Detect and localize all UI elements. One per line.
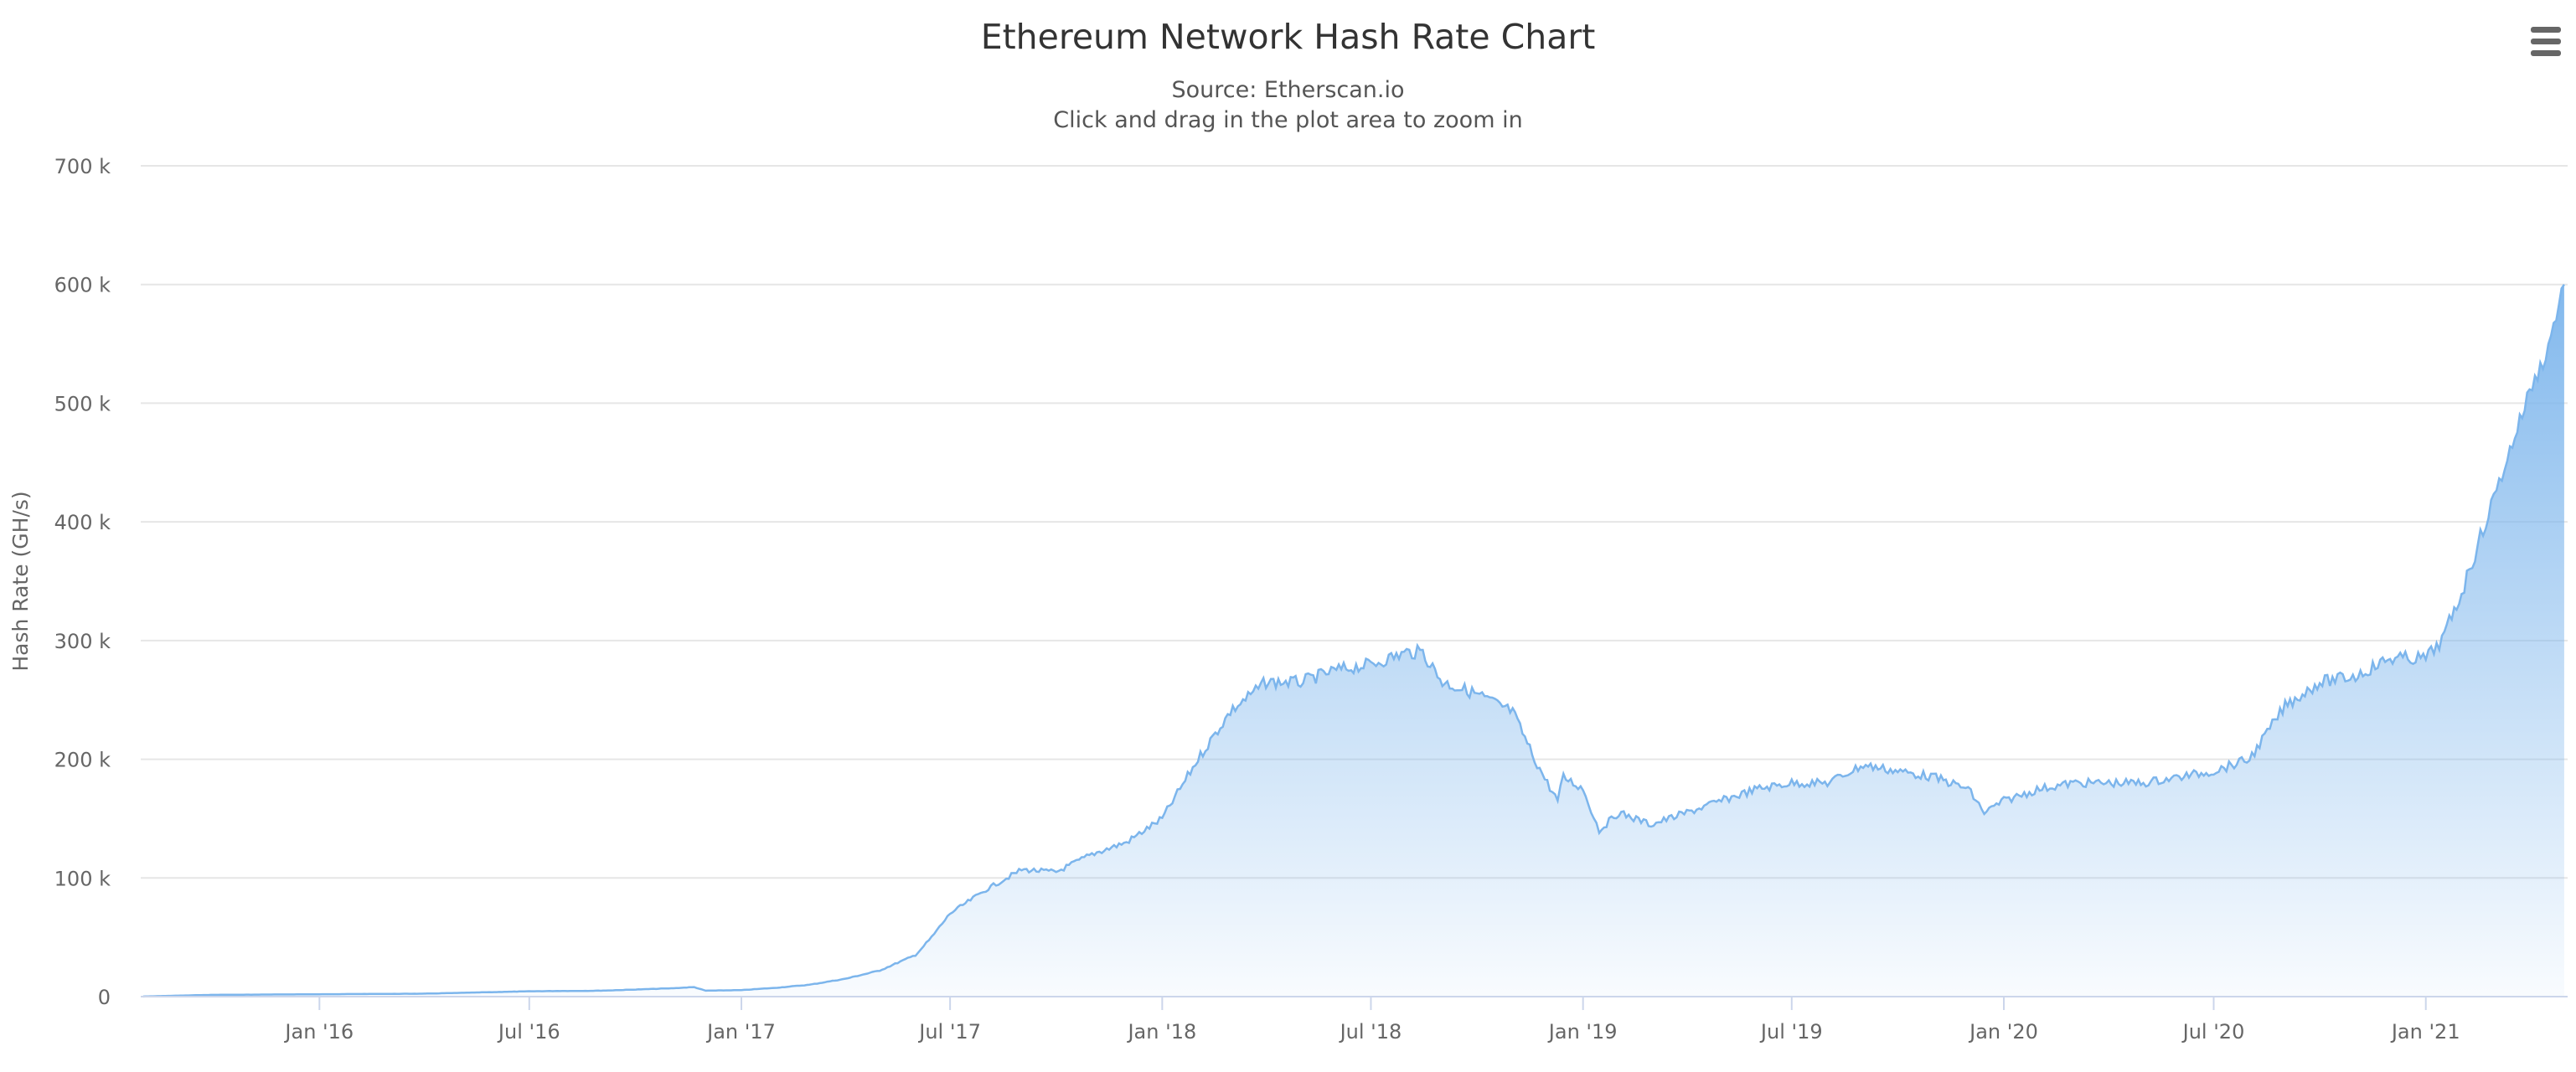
y-axis-label-group: Hash Rate (GH/s) bbox=[8, 491, 33, 671]
chart-subtitle-source: Source: Etherscan.io bbox=[1171, 77, 1405, 103]
x-tick-label: Jul '18 bbox=[1339, 1020, 1402, 1044]
x-tick-label: Jan '18 bbox=[1126, 1020, 1196, 1044]
series-area-fill bbox=[142, 284, 2564, 997]
y-tick-label: 700 k bbox=[54, 155, 111, 178]
grid-lines bbox=[141, 165, 2568, 879]
x-tick-label: Jan '19 bbox=[1547, 1020, 1618, 1044]
hamburger-menu-icon bbox=[2531, 27, 2561, 33]
context-menu-button[interactable] bbox=[2527, 25, 2564, 59]
y-tick-label: 400 k bbox=[54, 511, 111, 534]
y-axis-title: Hash Rate (GH/s) bbox=[8, 491, 33, 671]
series-line bbox=[142, 284, 2565, 998]
y-tick-label: 300 k bbox=[54, 630, 111, 653]
series-area bbox=[142, 284, 2565, 998]
x-tick-label: Jan '16 bbox=[283, 1020, 354, 1044]
hamburger-menu-icon-bar bbox=[2531, 50, 2561, 56]
chart-subtitle-hint: Click and drag in the plot area to zoom … bbox=[1053, 107, 1523, 133]
y-tick-label: 500 k bbox=[54, 392, 111, 415]
x-tick-label: Jan '20 bbox=[1968, 1020, 2038, 1044]
y-tick-label: 200 k bbox=[54, 749, 111, 772]
chart-title: Ethereum Network Hash Rate Chart bbox=[980, 17, 1596, 57]
x-tick-label: Jan '21 bbox=[2390, 1020, 2460, 1044]
y-tick-label: 100 k bbox=[54, 867, 111, 890]
y-tick-label: 0 bbox=[98, 986, 111, 1009]
x-tick-label: Jul '16 bbox=[497, 1020, 560, 1044]
y-tick-label: 600 k bbox=[54, 274, 111, 297]
x-tick-label: Jan '17 bbox=[705, 1020, 776, 1044]
x-tick-label: Jul '17 bbox=[917, 1020, 981, 1044]
hamburger-menu-icon-bar bbox=[2531, 39, 2561, 44]
x-tick-label: Jul '20 bbox=[2181, 1020, 2245, 1044]
axes: 0 100 k 200 k 300 k 400 k 500 k 600 k 700 k Jan … bbox=[54, 155, 2568, 1044]
x-tick-label: Jul '19 bbox=[1759, 1020, 1823, 1044]
